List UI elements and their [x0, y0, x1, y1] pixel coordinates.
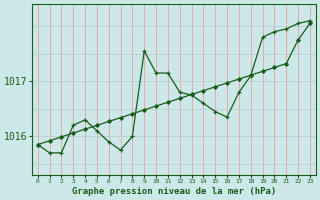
X-axis label: Graphe pression niveau de la mer (hPa): Graphe pression niveau de la mer (hPa)	[72, 187, 276, 196]
